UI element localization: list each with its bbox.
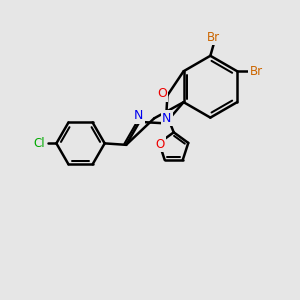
Text: Cl: Cl — [34, 137, 45, 150]
Text: O: O — [157, 87, 167, 101]
Text: N: N — [134, 110, 143, 122]
Text: Br: Br — [207, 31, 220, 44]
Text: Br: Br — [250, 65, 263, 78]
Text: N: N — [162, 112, 172, 124]
Text: O: O — [156, 138, 165, 151]
